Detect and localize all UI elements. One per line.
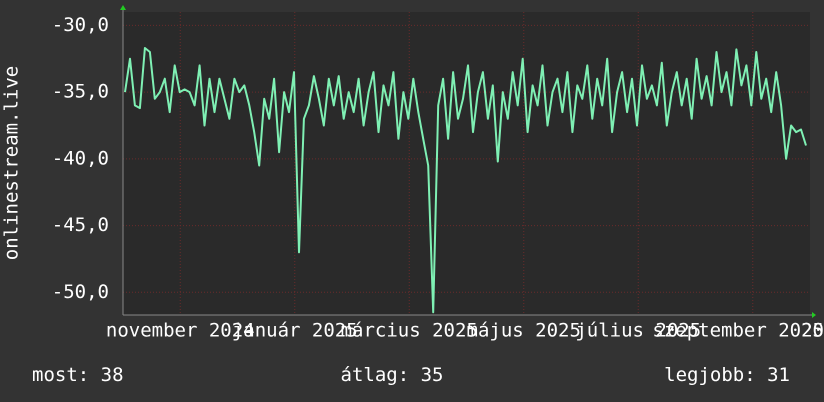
y-tick-label: -30,0 [52, 14, 109, 36]
plot-area [123, 12, 810, 315]
y-axis-label: onlinestream.live [1, 66, 23, 260]
axis-arrow [120, 5, 126, 10]
y-tick-label: -50,0 [52, 281, 109, 303]
x-tick-label: március 2025 [341, 320, 478, 342]
footer-value: 35 [421, 364, 444, 386]
x-tick-label: május 2025 [467, 320, 581, 342]
footer-stat: átlag: 35 [341, 364, 444, 386]
data-line [124, 47, 807, 314]
footer-stat: most: 38 [32, 364, 124, 386]
x-tick-label: január 2025 [232, 320, 358, 342]
footer-value: 31 [767, 364, 790, 386]
axis-arrow [812, 312, 816, 318]
footer-stat: legjobb: 31 [664, 364, 790, 386]
x-tick-label: november 2024 [106, 320, 255, 342]
y-tick-label: -40,0 [52, 147, 109, 169]
y-tick-label: -45,0 [52, 214, 109, 236]
footer-label: most: [32, 364, 89, 386]
footer-label: legjobb: [664, 364, 756, 386]
x-tick-label: szeptember 2025 [652, 320, 824, 342]
footer: most: 38 átlag: 35 legjobb: 31 [32, 364, 790, 386]
footer-label: átlag: [341, 364, 410, 386]
x-tick-label: 20 [801, 320, 824, 342]
footer-value: 38 [101, 364, 124, 386]
y-tick-label: -35,0 [52, 81, 109, 103]
x-tick-label: július 2025 [575, 320, 701, 342]
